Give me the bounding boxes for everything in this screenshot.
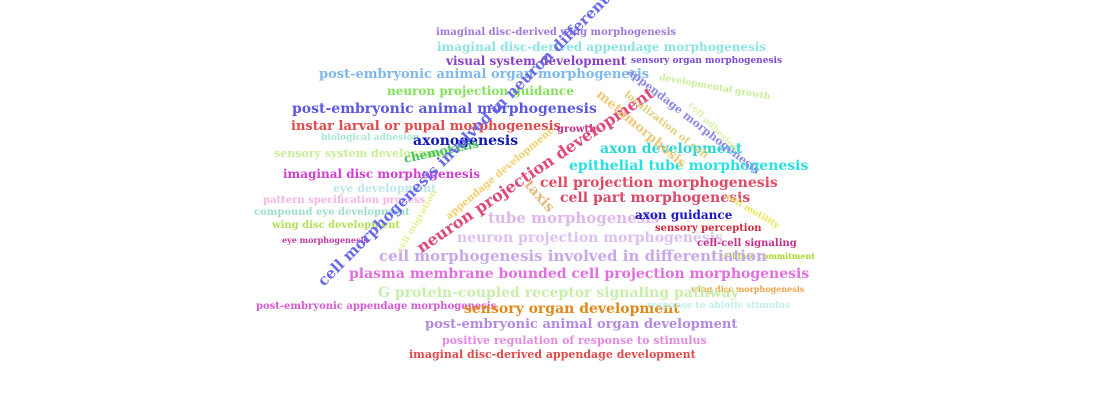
word-instar-larval-or-pupal-morphogenesis: instar larval or pupal morphogenesis (291, 119, 561, 134)
word-epithelial-tube-morphogenesis: epithelial tube morphogenesis (569, 158, 809, 174)
word-post-embryonic-appendage-morphogenesis: post-embryonic appendage morphogenesis (256, 301, 497, 312)
word-wing-disc-development: wing disc development (272, 220, 400, 231)
word-axon-development: axon development (600, 141, 743, 157)
word-compound-eye-development: compound eye development (254, 207, 410, 218)
word-post-embryonic-animal-organ-development: post-embryonic animal organ development (425, 317, 738, 332)
word-tube-morphogenesis: tube morphogenesis (488, 209, 660, 227)
word-eye-morphogenesis: eye morphogenesis (282, 235, 369, 245)
word-wing-disc-morphogenesis: wing disc morphogenesis (691, 284, 805, 294)
word-imaginal-disc-morphogenesis: imaginal disc morphogenesis (283, 167, 481, 181)
word-neuron-projection-morphogenesis: neuron projection morphogenesis (457, 230, 723, 246)
word-sensory-organ-morphogenesis: sensory organ morphogenesis (631, 56, 783, 66)
word-cell-projection-morphogenesis: cell projection morphogenesis (540, 175, 778, 191)
word-post-embryonic-animal-morphogenesis: post-embryonic animal morphogenesis (292, 101, 597, 117)
word-cell-morphogenesis-involved-in-differentiation: cell morphogenesis involved in different… (379, 247, 767, 265)
word-sensory-perception: sensory perception (655, 223, 762, 234)
word-post-embryonic-animal-organ-morphogenesis: post-embryonic animal organ morphogenesi… (319, 67, 650, 82)
word-cell-fate-commitment: cell fate commitment (719, 251, 815, 261)
word-visual-system-development: visual system development (446, 54, 627, 68)
word-axonogenesis: axonogenesis (413, 133, 519, 149)
word-growth: growth (557, 124, 597, 135)
word-plasma-membrane-bounded-cell-projection-morphogenesis: plasma membrane bounded cell projection … (349, 266, 810, 282)
word-imaginal-disc-derived-appendage-development: imaginal disc-derived appendage developm… (409, 348, 696, 361)
word-imaginal-disc-derived-wing-morphogenesis: imaginal disc-derived wing morphogenesis (436, 27, 677, 38)
word-imaginal-disc-derived-appendage-morphogenesis: imaginal disc-derived appendage morphoge… (437, 40, 767, 54)
word-pattern-specification-process: pattern specification process (263, 195, 426, 206)
word-sensory-system-development: sensory system development (274, 147, 451, 160)
word-response-to-abiotic-stimulus: response to abiotic stimulus (647, 301, 791, 311)
word-axon-guidance: axon guidance (635, 208, 733, 222)
word-neuron-projection-guidance: neuron projection guidance (387, 84, 574, 98)
word-positive-regulation-of-response-to-stimulus: positive regulation of response to stimu… (442, 334, 707, 347)
word-cell-cell-signaling: cell-cell signaling (697, 238, 797, 249)
word-biological-adhesion: biological adhesion (321, 133, 420, 143)
word-cell-part-morphogenesis: cell part morphogenesis (560, 190, 751, 206)
word-sensory-organ-development: sensory organ development (464, 301, 680, 317)
word-eye-development: eye development (333, 182, 437, 195)
word-g-protein-coupled-receptor-signaling-pathway: G protein-coupled receptor signaling pat… (378, 285, 739, 301)
